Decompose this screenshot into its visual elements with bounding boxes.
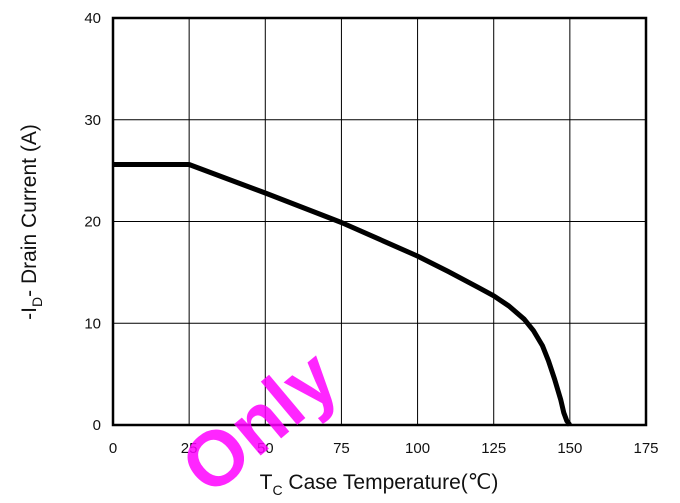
y-tick-label: 30: [84, 112, 101, 129]
gridlines: [112, 17, 647, 426]
x-tick-label: 75: [333, 440, 350, 457]
y-axis-label-sub: D: [29, 297, 45, 307]
y-axis-label-rest: - Drain Current (A): [18, 124, 41, 297]
x-axis-label: TC Case Temperature(℃): [260, 471, 499, 498]
x-tick-label: 150: [557, 440, 582, 457]
plot-frame: [111, 16, 648, 427]
series-line: [113, 162, 572, 427]
x-tick-label: 50: [257, 440, 274, 457]
y-tick-labels: 0 10 20 30 40: [84, 10, 101, 434]
x-tick-label: 125: [481, 440, 506, 457]
x-axis-label-rest: Case Temperature(℃): [283, 471, 499, 494]
x-tick-label: 25: [181, 440, 198, 457]
y-tick-label: 10: [84, 315, 101, 332]
y-axis-label: -ID- Drain Current (A): [18, 124, 45, 320]
x-tick-label: 100: [405, 440, 430, 457]
y-tick-label: 0: [93, 417, 101, 434]
x-tick-label: 0: [109, 440, 117, 457]
y-axis-label-pre: -I: [18, 307, 41, 320]
x-tick-labels: 0 25 50 75 100 125 150 175: [109, 440, 659, 457]
x-tick-label: 175: [633, 440, 658, 457]
y-tick-label: 40: [84, 10, 101, 27]
x-axis-label-main: T: [260, 471, 273, 494]
x-axis-label-sub: C: [272, 482, 282, 498]
y-tick-label: 20: [84, 214, 101, 231]
